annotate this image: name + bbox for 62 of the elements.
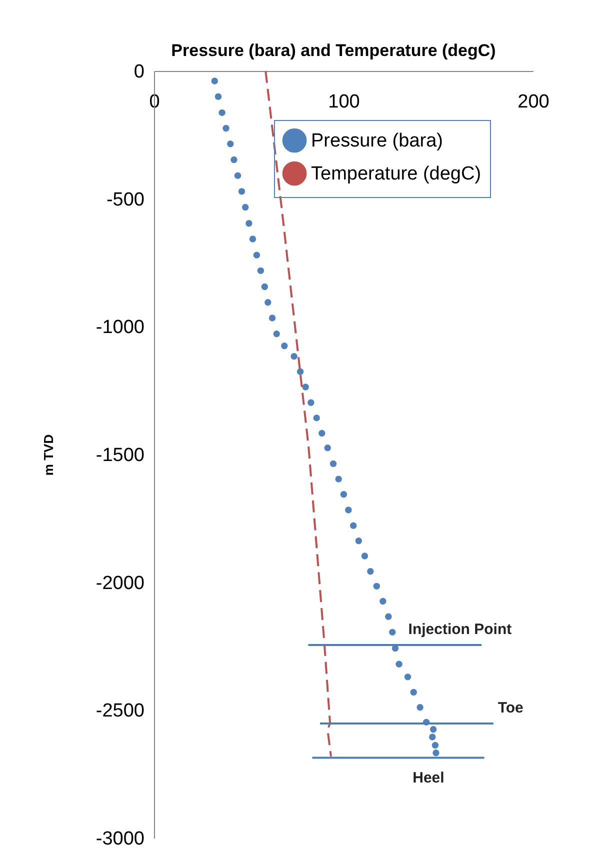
point [222,124,230,132]
point [281,342,288,350]
x-tick-label: 0 [149,92,160,112]
point [410,688,417,696]
y-tick-label: -2500 [96,700,144,722]
point [230,156,238,164]
point [340,491,348,498]
annotation: Injection Point [408,620,512,638]
point [404,674,412,680]
point [246,220,252,227]
point [429,734,436,740]
legend-label: Pressure (bara) [311,130,443,152]
point [218,109,226,116]
point [367,568,374,575]
y-tick-label: -1000 [96,317,144,338]
point [324,444,331,452]
point [389,628,396,636]
point [234,172,242,179]
point [242,204,249,211]
y-axis-title: m TVD [40,434,56,476]
point [238,188,246,195]
point [432,742,439,749]
point [361,552,368,560]
point [249,236,256,242]
x-tick-label: 200 [518,92,550,112]
point [211,78,218,84]
point [313,414,320,422]
point [308,399,314,406]
point [214,93,222,100]
point [373,582,380,590]
point [345,506,352,514]
point [261,283,268,290]
y-tick-label: -1500 [96,445,144,466]
point [432,750,440,756]
point [355,538,362,544]
point [257,267,264,274]
point [330,460,337,468]
legend-label: Temperature (degC) [311,164,482,184]
point [380,598,386,605]
point [350,522,357,529]
point [318,430,326,437]
x-tick-label: 100 [328,92,360,112]
chart-title: Pressure (bara) and Temperature (degC) [171,41,496,60]
point [302,384,309,390]
point [227,140,234,148]
y-tick-label: -3000 [96,828,144,850]
annotation: Heel [412,770,444,787]
point [268,314,276,322]
point [273,330,280,338]
y-tick-label: 0 [134,62,144,82]
point [430,726,437,733]
point [335,476,342,482]
y-tick-label: -500 [106,189,144,210]
y-tick-label: -2000 [96,572,144,594]
point [290,352,298,360]
point [264,299,272,306]
annotation: Toe [498,699,524,716]
point [385,613,392,620]
point [396,660,402,668]
point [296,368,304,376]
point [416,704,424,711]
point [253,252,260,258]
